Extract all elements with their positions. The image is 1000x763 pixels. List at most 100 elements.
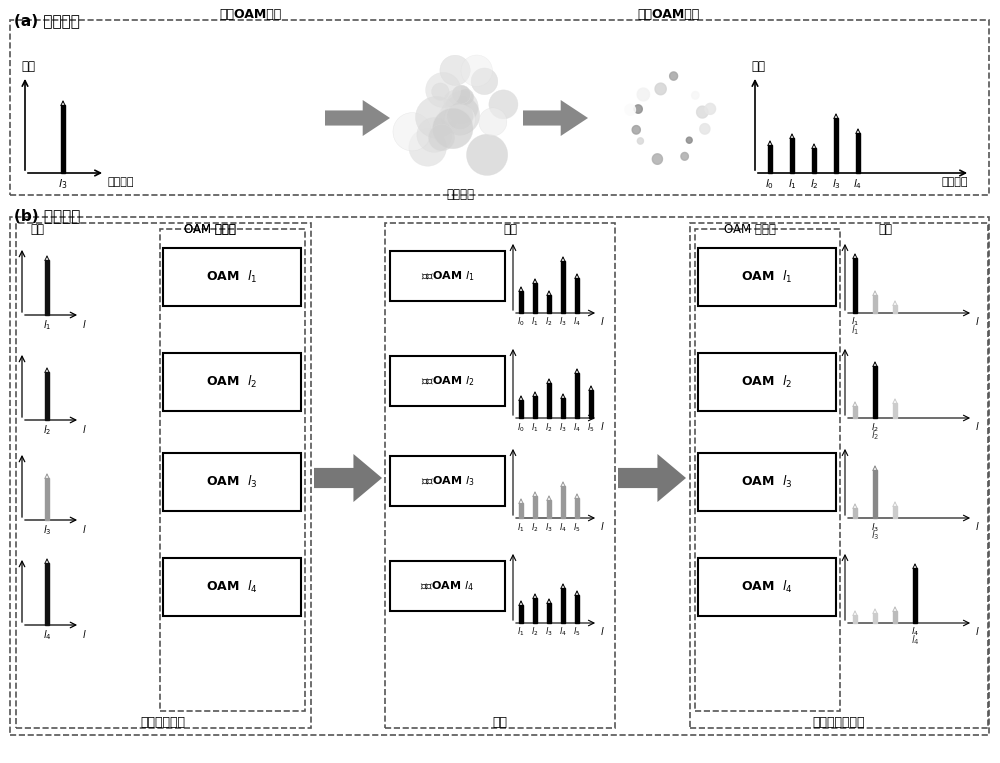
Polygon shape: [637, 88, 650, 101]
Circle shape: [417, 118, 452, 153]
Text: $l$: $l$: [975, 315, 980, 327]
Bar: [698, 248, 836, 306]
Bar: [690, 223, 988, 728]
Polygon shape: [625, 105, 635, 115]
Bar: [575, 595, 579, 623]
Circle shape: [439, 107, 456, 123]
Bar: [561, 398, 565, 418]
Text: OAM  $l_3$: OAM $l_3$: [206, 474, 258, 490]
Bar: [575, 278, 579, 313]
Polygon shape: [634, 105, 642, 113]
Circle shape: [415, 96, 457, 138]
Text: $l$: $l$: [975, 625, 980, 637]
Text: $l_5$: $l_5$: [587, 421, 595, 433]
Text: (b) 多个光束: (b) 多个光束: [14, 208, 80, 223]
Polygon shape: [652, 154, 662, 164]
Text: 湍流介质: 湍流介质: [446, 188, 474, 201]
Text: OAM  $l_1$: OAM $l_1$: [206, 269, 258, 285]
Bar: [390, 561, 505, 611]
Text: OAM  $l_1$: OAM $l_1$: [741, 269, 793, 285]
Bar: [589, 390, 593, 418]
Text: $l_2$: $l_2$: [871, 428, 879, 442]
Bar: [547, 383, 551, 418]
Circle shape: [458, 89, 474, 105]
Text: 传输: 传输: [492, 716, 508, 729]
Text: 功率: 功率: [30, 223, 44, 236]
Circle shape: [447, 103, 473, 130]
Text: $l_1$: $l_1$: [851, 323, 859, 336]
Bar: [533, 496, 537, 518]
Circle shape: [393, 113, 431, 151]
Polygon shape: [705, 103, 716, 114]
Bar: [698, 558, 836, 616]
Text: 多路光束解复用: 多路光束解复用: [813, 716, 865, 729]
Bar: [533, 598, 537, 623]
Text: $l_2$: $l_2$: [545, 421, 553, 433]
Circle shape: [452, 85, 471, 104]
Circle shape: [440, 55, 470, 85]
Text: $l_1$: $l_1$: [517, 521, 525, 533]
Text: $l_1$: $l_1$: [517, 626, 525, 639]
Bar: [856, 133, 860, 173]
Bar: [385, 223, 615, 728]
Bar: [519, 400, 523, 418]
Bar: [893, 403, 897, 418]
Bar: [575, 498, 579, 518]
Text: $l_3$: $l_3$: [832, 177, 840, 191]
Polygon shape: [637, 138, 643, 144]
Polygon shape: [618, 454, 686, 502]
Bar: [575, 373, 579, 418]
Circle shape: [466, 134, 508, 175]
Bar: [893, 611, 897, 623]
Polygon shape: [697, 106, 708, 118]
Bar: [853, 258, 857, 313]
Text: OAM 发射端: OAM 发射端: [184, 223, 236, 236]
Polygon shape: [655, 83, 666, 95]
Polygon shape: [632, 126, 640, 134]
Bar: [873, 613, 877, 623]
Bar: [519, 605, 523, 623]
Bar: [561, 588, 565, 623]
Circle shape: [441, 95, 480, 135]
Text: 初始OAM模态: 初始OAM模态: [219, 8, 281, 21]
Circle shape: [445, 91, 478, 124]
Circle shape: [489, 90, 518, 119]
Text: $l_3$: $l_3$: [559, 421, 567, 433]
Circle shape: [444, 90, 467, 113]
Bar: [893, 305, 897, 313]
Circle shape: [409, 128, 447, 166]
Text: $l_4$: $l_4$: [853, 177, 863, 191]
Text: 光强分布: 光强分布: [942, 177, 968, 187]
Text: $l_4$: $l_4$: [559, 521, 567, 533]
Bar: [160, 229, 305, 711]
Text: $l_3$: $l_3$: [58, 177, 68, 191]
Text: $l$: $l$: [600, 520, 605, 532]
Polygon shape: [686, 137, 692, 143]
Text: $l_4$: $l_4$: [573, 316, 581, 329]
Circle shape: [444, 104, 475, 135]
Bar: [45, 260, 49, 315]
Text: $l_1$: $l_1$: [851, 316, 859, 329]
Bar: [533, 396, 537, 418]
Text: 多路光束复用: 多路光束复用: [140, 716, 186, 729]
Bar: [390, 356, 505, 406]
Bar: [45, 478, 49, 520]
Bar: [547, 295, 551, 313]
Text: $l_4$: $l_4$: [43, 628, 51, 642]
Text: $l$: $l$: [600, 625, 605, 637]
Bar: [913, 568, 917, 623]
Polygon shape: [670, 72, 678, 80]
Bar: [533, 283, 537, 313]
Bar: [45, 372, 49, 420]
Text: $l_2$: $l_2$: [531, 626, 539, 639]
Circle shape: [471, 68, 498, 95]
Text: $l_2$: $l_2$: [545, 316, 553, 329]
Text: $l$: $l$: [82, 318, 87, 330]
Bar: [812, 148, 816, 173]
Text: $l_4$: $l_4$: [559, 626, 567, 639]
Text: 功率: 功率: [751, 60, 765, 73]
Text: $l$: $l$: [975, 420, 980, 432]
Circle shape: [432, 83, 449, 101]
Polygon shape: [692, 92, 699, 99]
Bar: [561, 486, 565, 518]
